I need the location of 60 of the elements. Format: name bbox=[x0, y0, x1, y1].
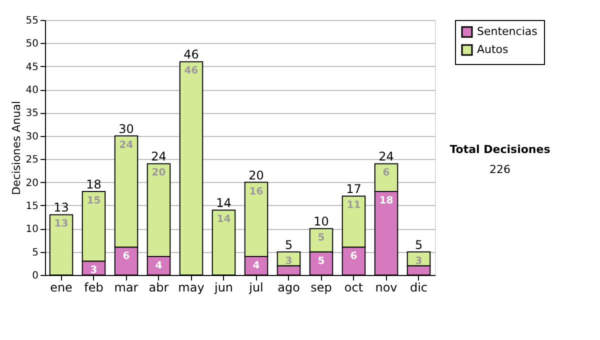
x-tick-label: mar bbox=[114, 280, 138, 294]
legend-label: Sentencias bbox=[477, 25, 538, 38]
total-label: 5 bbox=[284, 238, 293, 252]
total-label: 46 bbox=[184, 48, 199, 62]
total-label: 14 bbox=[216, 196, 232, 210]
y-tick-label: 0 bbox=[32, 270, 38, 282]
total-label: 30 bbox=[118, 122, 134, 136]
x-tick-label: feb bbox=[84, 280, 104, 294]
y-tick-label: 55 bbox=[26, 16, 38, 26]
text: Total Decisiones bbox=[450, 143, 551, 156]
data-label: 3 bbox=[90, 265, 98, 276]
data-label: 5 bbox=[318, 232, 325, 244]
total-label: 24 bbox=[151, 150, 166, 164]
data-label: 4 bbox=[155, 260, 162, 272]
x-tick-label: may bbox=[178, 280, 204, 294]
x-tick-label: nov bbox=[375, 280, 398, 294]
y-tick-label: 20 bbox=[26, 178, 38, 189]
data-label: 14 bbox=[216, 214, 231, 226]
total-label: 17 bbox=[346, 182, 362, 196]
y-tick-label: 5 bbox=[32, 247, 38, 258]
y-tick-label: 35 bbox=[26, 108, 38, 120]
data-label: 3 bbox=[285, 256, 292, 267]
data-label: 16 bbox=[249, 186, 264, 198]
x-tick-label: jun bbox=[213, 280, 234, 294]
data-label: 20 bbox=[152, 168, 166, 179]
x-tick-label: dic bbox=[410, 280, 428, 294]
total-label: 24 bbox=[378, 150, 394, 164]
y-tick-label: 10 bbox=[26, 224, 38, 236]
data-label: 3 bbox=[415, 256, 422, 267]
total-label: 13 bbox=[54, 200, 69, 215]
data-label: 4 bbox=[252, 260, 260, 272]
x-tick-label: sep bbox=[310, 280, 332, 294]
y-tick-label: 25 bbox=[26, 154, 38, 166]
legend-label: Autos bbox=[477, 43, 509, 56]
x-tick-label: ene bbox=[50, 280, 72, 294]
y-tick-label: 50 bbox=[26, 38, 38, 50]
y-tick-label: 30 bbox=[26, 131, 38, 142]
y-tick-label: 15 bbox=[26, 200, 38, 212]
data-label: 11 bbox=[346, 200, 361, 212]
x-tick-label: jul bbox=[248, 280, 264, 294]
data-label: 5 bbox=[318, 256, 325, 267]
data-label: 6 bbox=[350, 251, 358, 262]
data-label: 24 bbox=[119, 140, 134, 151]
x-tick-label: abr bbox=[148, 280, 169, 294]
total-label: 18 bbox=[86, 178, 102, 192]
x-tick-label: ago bbox=[278, 280, 300, 294]
total-label: 5 bbox=[414, 238, 423, 252]
total-label: 20 bbox=[248, 168, 264, 182]
data-label: 6 bbox=[382, 168, 390, 179]
data-label: 6 bbox=[122, 251, 130, 262]
text: 226 bbox=[490, 163, 510, 176]
data-label: 15 bbox=[86, 196, 101, 207]
data-label: 18 bbox=[379, 196, 394, 207]
data-label: 13 bbox=[54, 218, 68, 230]
y-tick-label: 45 bbox=[26, 62, 38, 73]
y-axis-title: Decisiones Anual bbox=[10, 100, 23, 196]
y-tick-label: 40 bbox=[26, 85, 38, 96]
data-label: 46 bbox=[184, 66, 198, 77]
x-tick-label: oct bbox=[344, 280, 364, 294]
total-label: 10 bbox=[314, 214, 329, 229]
